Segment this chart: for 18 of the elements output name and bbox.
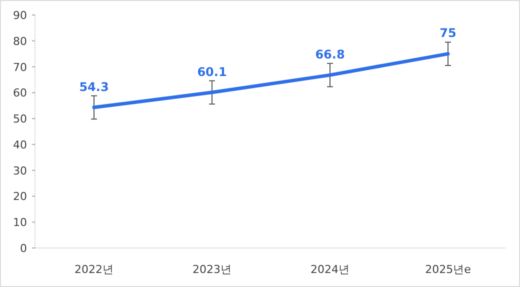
data-label: 75: [440, 26, 456, 40]
y-tick-label: 60: [13, 86, 27, 100]
data-label: 60.1: [197, 64, 227, 79]
y-tick-label: 20: [13, 190, 27, 204]
y-tick-label: 50: [13, 112, 27, 126]
x-tick-label: 2022년: [74, 263, 114, 276]
y-tick-label: 30: [13, 164, 27, 178]
data-label: 54.3: [79, 80, 109, 94]
data-label: 66.8: [315, 47, 345, 62]
y-tick-label: 70: [13, 60, 27, 74]
y-tick-label: 40: [13, 138, 27, 152]
y-tick-label: 80: [13, 34, 27, 48]
x-tick-label: 2025년e: [425, 263, 472, 276]
y-tick-label: 10: [13, 216, 27, 230]
x-tick-label: 2024년: [310, 263, 350, 276]
y-tick-label: 0: [20, 242, 27, 255]
x-tick-label: 2023년: [192, 263, 232, 276]
y-tick-label: 90: [13, 9, 27, 22]
